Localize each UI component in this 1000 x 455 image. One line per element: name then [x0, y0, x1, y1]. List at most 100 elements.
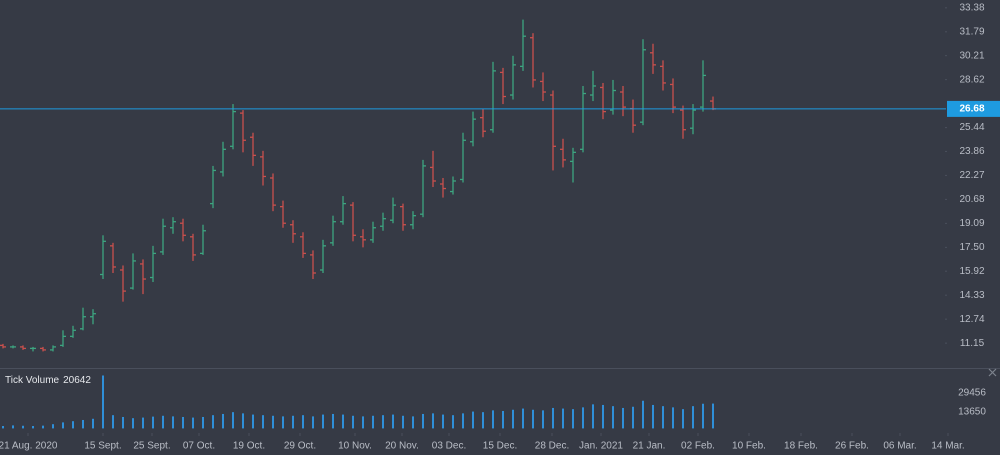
volume-bar — [292, 415, 294, 429]
volume-bar — [122, 416, 124, 429]
x-tick-label: 07 Oct. — [183, 441, 215, 452]
volume-bar — [2, 425, 4, 429]
volume-bar — [542, 410, 544, 429]
volume-bar — [522, 408, 524, 429]
ohlc-bar — [470, 111, 476, 147]
ohlc-bar — [440, 177, 446, 198]
y-tick-label: 25.44 — [959, 122, 984, 133]
volume-bar — [242, 413, 244, 429]
ohlc-bar — [200, 224, 206, 255]
ohlc-bar — [210, 165, 216, 209]
volume-bar — [502, 410, 504, 429]
ohlc-bar — [340, 196, 346, 225]
ohlc-bar — [410, 211, 416, 230]
ohlc-bar — [450, 176, 456, 195]
ohlc-bar — [180, 218, 186, 242]
ohlc-bar — [240, 110, 246, 153]
volume-bar — [612, 406, 614, 429]
volume-bar — [132, 418, 134, 429]
volume-bar — [632, 406, 634, 429]
volume-bar — [42, 425, 44, 429]
volume-bar — [462, 413, 464, 429]
ohlc-bar — [420, 159, 426, 218]
x-tick-label: 25 Sept. — [133, 441, 170, 452]
volume-bar — [602, 404, 604, 429]
volume-bar — [472, 411, 474, 429]
volume-bar — [312, 416, 314, 429]
volume-bar — [222, 413, 224, 429]
volume-bar — [652, 404, 654, 429]
ohlc-bar — [130, 253, 136, 290]
volume-bar — [302, 415, 304, 429]
y-tick-label: 20.68 — [959, 194, 984, 205]
close-pane-icon[interactable] — [988, 368, 997, 377]
x-tick-label: 29 Oct. — [284, 441, 316, 452]
ohlc-bar — [550, 90, 556, 171]
ohlc-bar — [20, 345, 26, 350]
volume-bar — [12, 425, 14, 429]
ohlc-bar — [90, 309, 96, 325]
ohlc-bar — [380, 212, 386, 231]
ohlc-bar — [170, 217, 176, 234]
x-tick-label: 06 Mar. — [883, 441, 916, 452]
volume-bar — [382, 415, 384, 429]
volume-bar — [672, 407, 674, 429]
x-tick-label: 03 Dec. — [432, 441, 466, 452]
volume-bar — [202, 416, 204, 429]
y-tick-label: 14.33 — [959, 290, 984, 301]
ohlc-bar — [600, 82, 606, 120]
ohlc-bar — [660, 60, 666, 91]
volume-bar — [712, 403, 714, 429]
y-tick-label: 23.86 — [959, 146, 984, 157]
ohlc-bar — [650, 43, 656, 74]
x-tick-label: 15 Sept. — [84, 441, 121, 452]
x-tick-label: 18 Feb. — [784, 441, 818, 452]
ohlc-bar — [190, 233, 196, 261]
ohlc-bar — [680, 105, 686, 139]
y-tick-label: 30.21 — [959, 50, 984, 61]
volume-tick-label: 29456 — [958, 388, 986, 399]
volume-bar — [22, 425, 24, 429]
volume-bar — [482, 412, 484, 429]
volume-bar — [62, 422, 64, 429]
ohlc-bar — [270, 173, 276, 212]
volume-bar — [662, 406, 664, 429]
volume-bar — [682, 409, 684, 429]
ohlc-bar — [480, 108, 486, 138]
ohlc-bar — [300, 232, 306, 258]
volume-bar — [692, 406, 694, 429]
volume-bar — [192, 417, 194, 429]
ohlc-bar — [360, 229, 366, 248]
ohlc-bar — [110, 242, 116, 273]
ohlc-bar — [310, 250, 316, 280]
volume-bar — [212, 415, 214, 429]
volume-bar — [572, 409, 574, 429]
x-tick-label: 26 Feb. — [835, 441, 869, 452]
ohlc-bar — [490, 61, 496, 133]
y-tick-label: 28.62 — [959, 74, 984, 85]
volume-bar — [442, 414, 444, 429]
y-tick-label: 12.74 — [959, 314, 984, 325]
volume-bar — [592, 404, 594, 429]
ohlc-bar — [510, 55, 516, 100]
volume-bar — [422, 413, 424, 429]
ohlc-bar — [500, 67, 506, 105]
ohlc-bar — [260, 150, 266, 186]
volume-bar — [392, 414, 394, 429]
ohlc-bars — [0, 19, 716, 352]
ohlc-bar — [370, 221, 376, 243]
volume-bar — [162, 415, 164, 429]
volume-bar — [142, 417, 144, 429]
volume-current-value: 20642 — [63, 375, 91, 386]
ohlc-bar — [50, 345, 56, 352]
ohlc-bar — [60, 330, 66, 347]
volume-bar — [552, 407, 554, 429]
ohlc-bar — [390, 197, 396, 224]
current-price-label: 26.68 — [959, 104, 984, 115]
ohlc-bar — [100, 235, 106, 280]
x-tick-label: 28 Dec. — [535, 441, 569, 452]
volume-tick-label: 13650 — [958, 407, 986, 418]
current-price-tag — [947, 100, 1000, 117]
volume-bar — [492, 410, 494, 429]
